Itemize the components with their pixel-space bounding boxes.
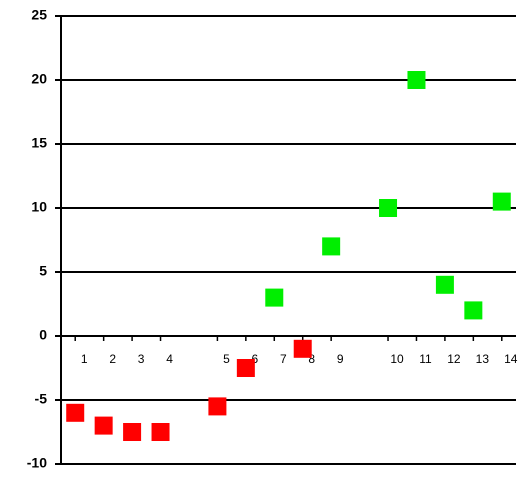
y-tick-label: 5 [39, 263, 47, 279]
y-tick-label: 15 [31, 135, 47, 151]
point [407, 71, 426, 89]
point-label: 9 [337, 352, 344, 366]
point-label: 4 [166, 352, 173, 366]
point [123, 423, 142, 441]
point-label: 3 [138, 352, 145, 366]
y-tick-label: -10 [27, 455, 47, 471]
point-label: 11 [419, 352, 432, 366]
point [293, 339, 312, 358]
point-label: 5 [223, 352, 230, 366]
point [66, 403, 85, 422]
y-tick-label: -5 [35, 391, 48, 407]
point [208, 397, 227, 416]
point [151, 423, 170, 441]
point [379, 199, 398, 217]
point-label: 7 [280, 352, 287, 366]
point [265, 288, 284, 307]
point-label: 6 [252, 352, 259, 366]
y-tick-label: 10 [31, 199, 47, 215]
point [464, 301, 483, 320]
point-label: 10 [390, 352, 404, 366]
point-label: 8 [308, 352, 315, 366]
point-label: 14 [504, 352, 518, 366]
point-label: 1 [81, 352, 88, 366]
point [435, 275, 454, 294]
y-tick-label: 0 [39, 327, 47, 343]
y-tick-label: 20 [31, 71, 47, 87]
point [322, 237, 341, 256]
point [236, 359, 255, 377]
point-label: 12 [447, 352, 461, 366]
point [94, 416, 113, 435]
point [492, 192, 511, 211]
y-tick-label: 25 [31, 7, 47, 23]
point-label: 13 [476, 352, 490, 366]
point-label: 2 [109, 352, 116, 366]
